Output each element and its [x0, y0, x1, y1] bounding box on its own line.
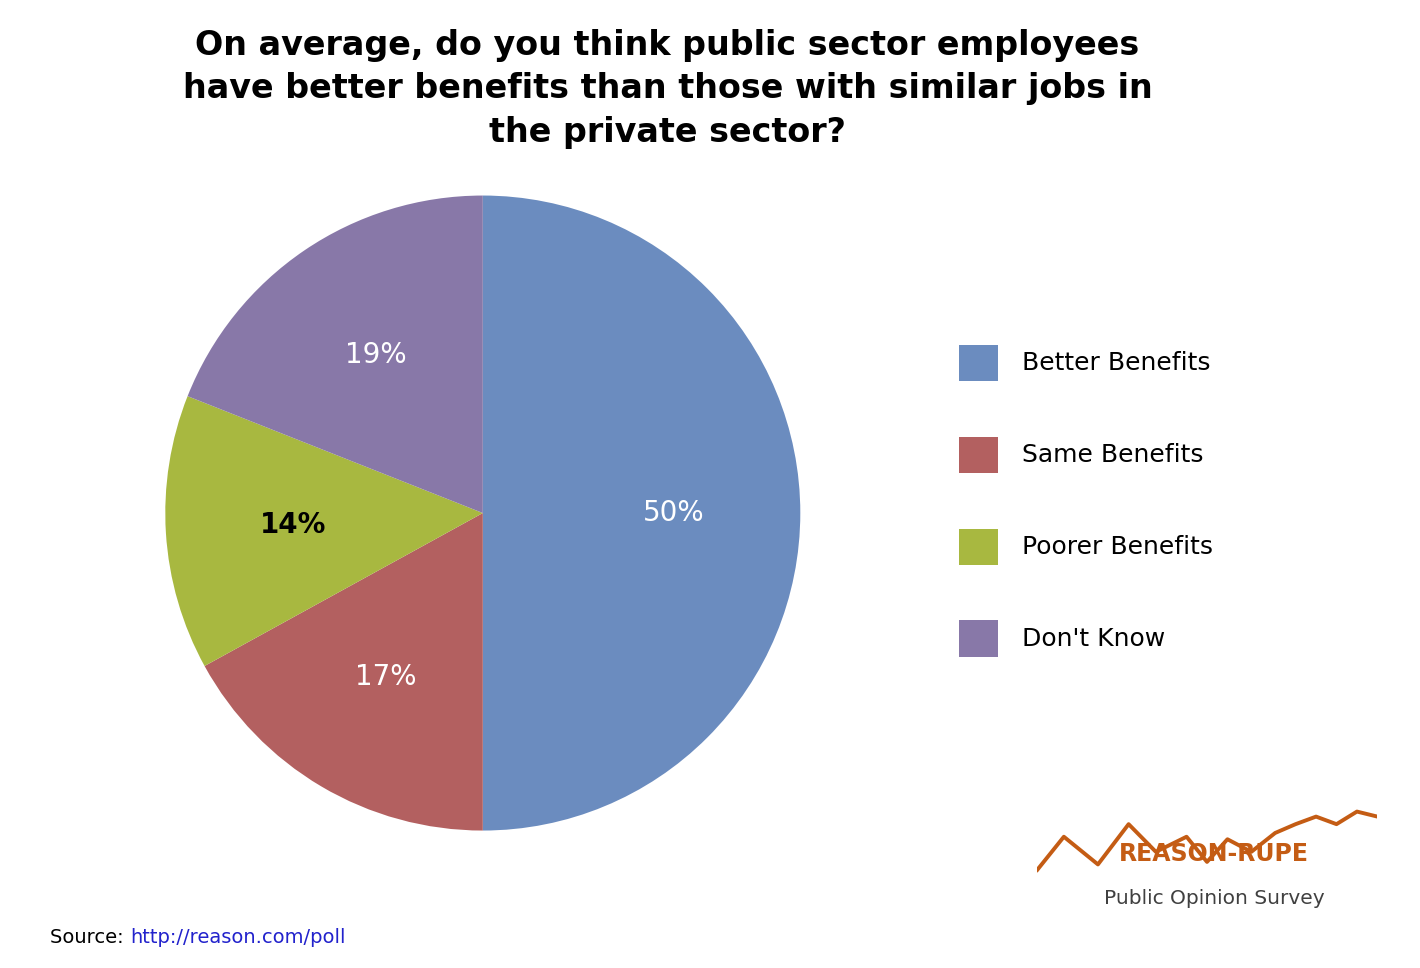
Text: 17%: 17% — [355, 663, 416, 691]
Text: REASON-RUPE: REASON-RUPE — [1119, 842, 1309, 865]
Text: 19%: 19% — [345, 342, 406, 370]
Text: Don't Know: Don't Know — [1022, 627, 1166, 650]
Text: 50%: 50% — [642, 499, 704, 527]
Wedge shape — [204, 513, 483, 831]
Text: Poorer Benefits: Poorer Benefits — [1022, 535, 1214, 559]
Text: On average, do you think public sector employees
have better benefits than those: On average, do you think public sector e… — [183, 29, 1152, 149]
Wedge shape — [165, 396, 483, 666]
Text: http://reason.com/poll: http://reason.com/poll — [131, 927, 346, 947]
Wedge shape — [483, 196, 801, 831]
Text: Source:: Source: — [50, 927, 129, 947]
Text: 14%: 14% — [260, 511, 325, 539]
Text: Public Opinion Survey: Public Opinion Survey — [1103, 889, 1325, 908]
Text: Same Benefits: Same Benefits — [1022, 443, 1204, 467]
Text: Better Benefits: Better Benefits — [1022, 351, 1211, 375]
Wedge shape — [187, 196, 483, 513]
